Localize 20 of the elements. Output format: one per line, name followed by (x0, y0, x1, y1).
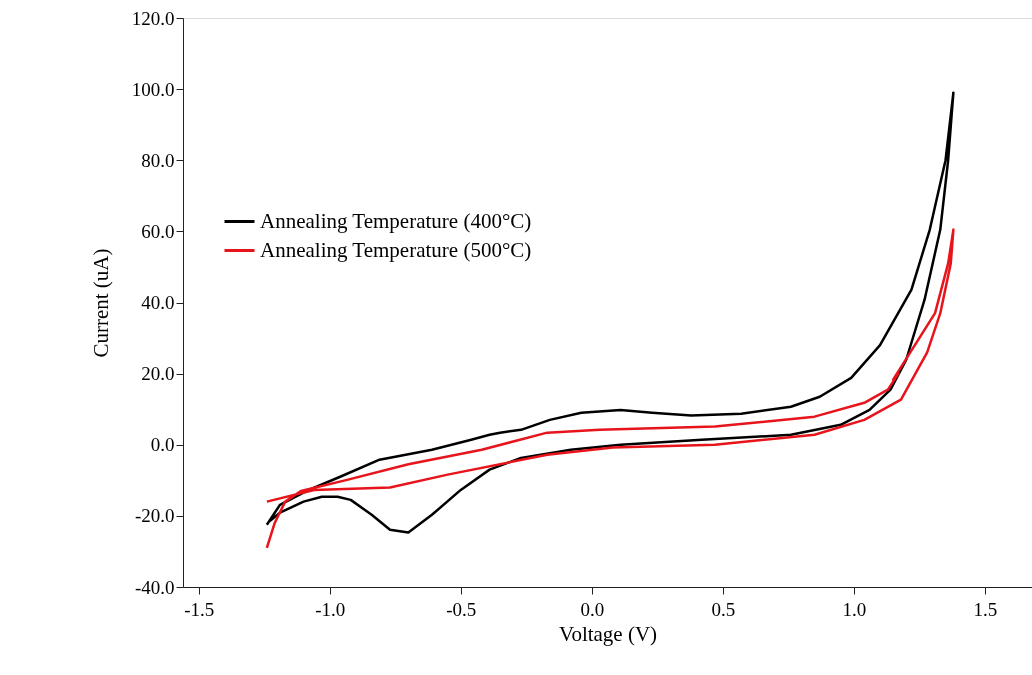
x-tick-label: -0.5 (446, 598, 477, 620)
y-tick-label: 120.0 (131, 7, 175, 29)
x-axis-title: Voltage (V) (558, 621, 658, 646)
y-tick-label: -20.0 (134, 505, 175, 527)
y-tick-label: -40.0 (134, 576, 175, 598)
y-tick-label: 80.0 (141, 149, 175, 171)
legend-label: Annealing Temperature (500°C) (260, 237, 532, 262)
y-tick-label: 40.0 (141, 292, 175, 313)
y-tick-label: 20.0 (141, 363, 175, 385)
y-tick-label: 100.0 (131, 78, 175, 100)
y-tick-label: 60.0 (141, 220, 175, 242)
x-tick-label: 1.5 (973, 598, 998, 620)
x-tick-label: 0.5 (711, 598, 736, 620)
y-axis-title: Current (uA) (88, 248, 113, 358)
x-tick-label: 0.0 (580, 598, 605, 620)
legend-label: Annealing Temperature (400°C) (260, 208, 532, 233)
x-tick-label: -1.5 (184, 598, 215, 620)
y-tick-label: 0.0 (150, 434, 175, 456)
x-tick-label: 1.0 (842, 598, 867, 620)
x-tick-label: -1.0 (315, 598, 346, 620)
